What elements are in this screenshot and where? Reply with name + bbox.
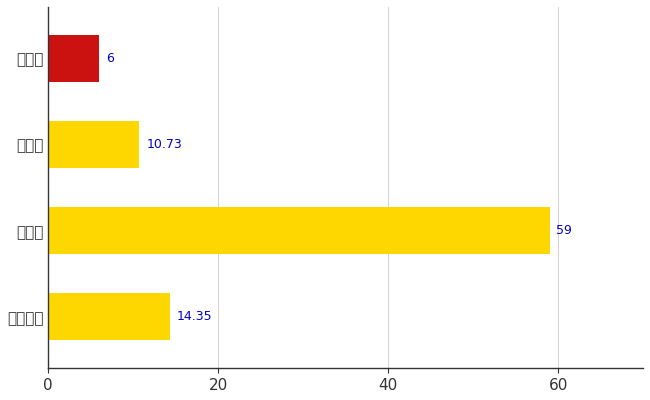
- Text: 14.35: 14.35: [177, 310, 213, 323]
- Text: 6: 6: [106, 52, 114, 65]
- Bar: [48, 121, 140, 168]
- Bar: [48, 293, 170, 340]
- Text: 10.73: 10.73: [146, 138, 182, 151]
- Bar: [48, 207, 550, 254]
- Bar: [48, 35, 99, 82]
- Text: 59: 59: [556, 224, 572, 237]
